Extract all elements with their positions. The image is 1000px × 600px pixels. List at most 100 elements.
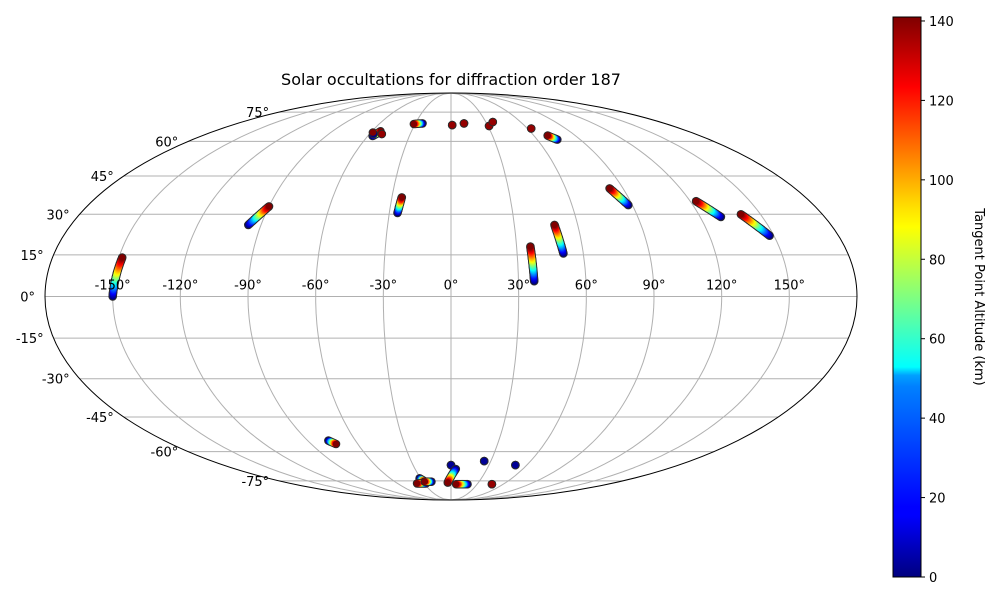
latitude-tick-label: -60°: [151, 446, 179, 461]
track-point: [398, 194, 406, 201]
track-fill: [692, 197, 725, 221]
occultation-track: [393, 193, 407, 218]
map-boundary: [44, 92, 858, 501]
colorbar-tick-label: 40: [929, 412, 946, 427]
track-fill: [444, 465, 460, 486]
track-point: [460, 120, 468, 127]
track-point: [606, 185, 613, 192]
colorbar-tick-label: 20: [929, 492, 946, 507]
track-fill: [606, 185, 632, 209]
latitude-tick-label: -45°: [86, 411, 114, 426]
track-point: [480, 457, 488, 465]
track-fill: [489, 118, 497, 126]
track-fill: [527, 243, 538, 285]
track-point: [413, 480, 421, 487]
longitude-tick-label: -30°: [369, 279, 397, 294]
map-grid: [45, 93, 857, 500]
colorbar-tick-label: 100: [929, 174, 954, 189]
occultation-track: [526, 124, 536, 133]
colorbar-tick-label: 60: [929, 333, 946, 348]
track-fill: [325, 437, 340, 448]
occultation-track: [368, 128, 378, 139]
track-point: [369, 129, 377, 136]
track-fill: [421, 478, 435, 486]
track-point: [488, 480, 496, 488]
track-point: [527, 125, 535, 132]
latitude-tick-label: 75°: [246, 106, 269, 121]
occultation-track: [488, 117, 498, 127]
track-fill: [512, 461, 519, 469]
longitude-tick-label: 120°: [706, 279, 737, 294]
occultation-track: [550, 220, 568, 258]
longitude-tick-labels: -150° -120° -90° -60° -30° 0° 30° 60° 90° 120° 150…: [95, 279, 805, 294]
track-point: [444, 479, 452, 486]
occultation-track: [447, 120, 457, 130]
occultation-track: [420, 477, 436, 487]
longitude-tick-label: 90°: [642, 279, 665, 294]
occultation-track: [108, 253, 127, 301]
latitude-tick-label: -75°: [241, 475, 269, 490]
longitude-tick-label: 0°: [444, 279, 459, 294]
track-point: [551, 221, 558, 229]
track-point: [265, 203, 273, 210]
latitude-tick-label: -15°: [16, 332, 44, 347]
occultation-track: [691, 196, 726, 222]
track-point: [378, 130, 386, 138]
colorbar-tick-label: 120: [929, 94, 954, 109]
track-point: [692, 197, 700, 205]
latitude-tick-label: 45°: [91, 170, 114, 185]
track-fill: [460, 120, 468, 127]
occultation-track: [526, 242, 539, 286]
latitude-tick-label: 30°: [47, 208, 70, 223]
occultation-track: [244, 202, 274, 230]
occultation-track: [543, 131, 562, 144]
track-fill: [737, 211, 773, 239]
longitude-tick-label: 150°: [774, 279, 805, 294]
track-point: [421, 478, 429, 486]
track-fill: [452, 480, 471, 488]
track-point: [527, 243, 534, 250]
occultation-track: [487, 479, 497, 489]
track-point: [544, 132, 551, 139]
track-fill: [551, 221, 567, 257]
occultation-track: [377, 129, 387, 139]
track-point: [448, 121, 456, 129]
track-fill: [544, 132, 561, 143]
occultation-track: [511, 460, 520, 470]
occultation-track: [409, 119, 427, 129]
track-point: [118, 254, 126, 261]
track-fill: [488, 480, 496, 488]
track-point: [410, 120, 418, 128]
latitude-tick-label: 15°: [21, 249, 44, 264]
longitude-tick-label: 60°: [575, 279, 598, 294]
track-fill: [245, 203, 273, 229]
track-point: [489, 118, 497, 126]
longitude-tick-label: -60°: [302, 279, 330, 294]
occultation-track: [736, 210, 774, 240]
track-point: [512, 461, 519, 469]
track-fill: [410, 120, 426, 128]
longitude-tick-label: -90°: [234, 279, 262, 294]
track-fill: [378, 130, 386, 138]
latitude-tick-label: 0°: [20, 291, 35, 306]
track-fill: [394, 194, 406, 217]
latitude-tick-label: -30°: [42, 373, 70, 388]
occultation-track: [479, 456, 489, 466]
colorbar: 0 20 40 60 80 100 120 140 Tangent Point Altitud…: [892, 15, 986, 586]
latitude-tick-label: 60°: [155, 135, 178, 150]
occultation-track: [443, 464, 461, 487]
colorbar-tick-label: 140: [929, 15, 954, 30]
longitude-tick-label: -120°: [162, 279, 198, 294]
track-fill: [109, 254, 126, 300]
latitude-tick-labels: -75° -60° -45° -30° -15° 0° 15° 30° 45° 60° 75°: [16, 106, 269, 490]
occultation-track: [324, 436, 341, 449]
occultation-track: [605, 184, 633, 210]
colorbar-tick-label: 80: [929, 253, 946, 268]
colorbar-label: Tangent Point Altitude (km): [971, 207, 986, 385]
data-points: [108, 117, 774, 489]
occultation-track: [451, 479, 472, 489]
track-point: [452, 480, 460, 488]
track-point: [332, 440, 340, 448]
occultation-track: [459, 119, 469, 128]
